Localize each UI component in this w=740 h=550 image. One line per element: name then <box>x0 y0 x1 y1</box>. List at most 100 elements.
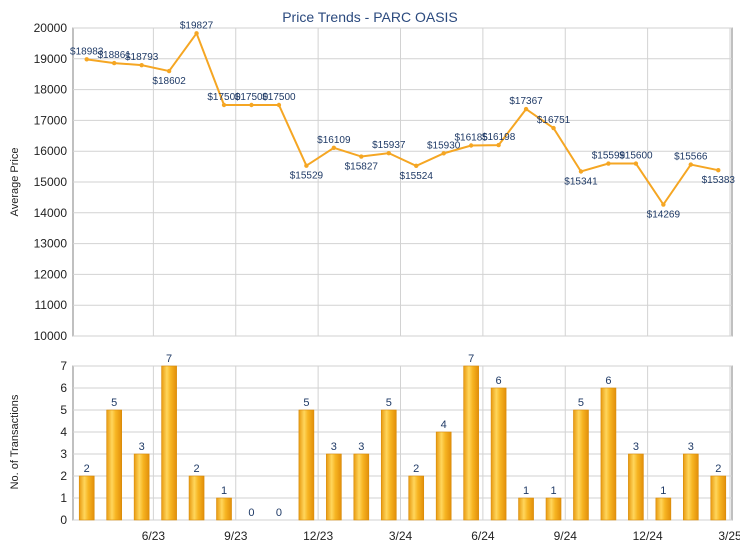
price-line-panel: 10000 11000 12000 13000 14000 15000 16000 17000… <box>34 20 736 343</box>
price-point <box>111 60 117 66</box>
price-point <box>249 102 254 108</box>
price-series-line <box>86 31 719 207</box>
price-point <box>386 150 391 156</box>
transaction-count-label: 4 <box>441 419 447 431</box>
transaction-bar <box>435 431 452 521</box>
transaction-bar <box>78 475 95 521</box>
transaction-bar <box>463 365 479 521</box>
transactions-y-tick-label: 3 <box>60 447 67 461</box>
price-data-label: $16198 <box>482 132 516 143</box>
transaction-count-label: 7 <box>166 353 172 365</box>
price-point <box>221 102 227 108</box>
price-point <box>139 62 144 68</box>
price-point <box>551 125 556 131</box>
transaction-bar <box>655 497 672 521</box>
transaction-bar <box>216 497 232 521</box>
transactions-bar-panel: 0 1 2 3 4 5 6 7 2 5 3 7 2 1 0 0 5 3 3 5 2 4 7 6 1 1 5 6 3 1 3 2 6/23 9/23… <box>60 353 740 543</box>
price-data-label: $15827 <box>345 162 379 173</box>
price-y-tick-label: 12000 <box>34 267 68 281</box>
price-point <box>331 145 337 151</box>
price-data-label: $18602 <box>152 76 186 87</box>
price-data-label: $18861 <box>98 50 132 61</box>
x-tick-label: 3/25 <box>718 529 740 543</box>
price-y-tick-label: 15000 <box>34 175 68 189</box>
transaction-count-label: 0 <box>248 507 254 519</box>
price-point <box>194 31 199 36</box>
price-data-label: $16109 <box>317 135 351 146</box>
chart-title: Price Trends - PARC OASIS <box>282 9 458 25</box>
price-data-label: $18983 <box>70 46 104 57</box>
transaction-bar <box>600 387 617 521</box>
price-data-label: $15600 <box>619 151 653 162</box>
transactions-y-tick-label: 0 <box>60 513 67 527</box>
price-point <box>84 57 89 62</box>
transaction-count-label: 2 <box>84 463 90 475</box>
price-data-label: $15566 <box>674 152 708 163</box>
price-y-tick-label: 11000 <box>35 298 68 312</box>
price-point <box>359 154 364 159</box>
transaction-bar <box>408 475 425 521</box>
transaction-bar <box>380 409 397 521</box>
price-data-label: $19827 <box>180 20 214 31</box>
transaction-count-label: 6 <box>605 375 611 387</box>
transaction-bar <box>353 453 370 521</box>
price-data-label: $17500 <box>207 92 241 103</box>
price-point <box>523 106 529 112</box>
x-tick-label: 6/24 <box>471 529 495 543</box>
price-point <box>468 143 474 148</box>
x-tick-label: 9/24 <box>554 529 578 543</box>
transactions-y-tick-label: 5 <box>60 403 67 417</box>
transactions-y-tick-label: 7 <box>60 359 67 373</box>
transaction-count-label: 2 <box>413 463 419 475</box>
transactions-y-axis-label: No. of Transactions <box>9 394 21 489</box>
transaction-count-label: 5 <box>111 397 117 409</box>
price-point <box>166 68 172 74</box>
price-point <box>276 102 282 108</box>
transaction-count-label: 1 <box>221 485 227 497</box>
price-point <box>606 161 611 166</box>
price-point <box>304 163 309 168</box>
price-data-label: $14269 <box>647 210 681 221</box>
x-tick-label: 12/23 <box>303 529 333 543</box>
price-data-label: $15524 <box>400 171 434 182</box>
price-data-label: $15599 <box>592 151 626 162</box>
transaction-count-label: 2 <box>194 463 200 475</box>
transaction-bar <box>161 365 177 521</box>
transaction-bar <box>573 409 589 521</box>
transaction-bar <box>545 497 562 521</box>
price-data-label: $16185 <box>454 133 488 144</box>
transaction-bar <box>683 453 699 521</box>
price-data-label: $15930 <box>427 140 461 151</box>
transaction-count-label: 0 <box>276 507 282 519</box>
transaction-bar <box>106 409 122 521</box>
transaction-count-label: 3 <box>688 441 694 453</box>
x-tick-label: 3/24 <box>389 529 413 543</box>
price-data-label: $15937 <box>372 140 406 151</box>
transaction-count-label: 3 <box>331 441 337 453</box>
price-data-label: $17500 <box>235 92 269 103</box>
transaction-count-label: 7 <box>468 353 474 365</box>
x-tick-label: 12/24 <box>633 529 663 543</box>
price-y-tick-label: 10000 <box>34 329 68 343</box>
price-y-axis-label: Average Price <box>9 148 21 217</box>
x-tick-label: 6/23 <box>142 529 166 543</box>
price-y-tick-label: 18000 <box>34 83 68 97</box>
transaction-bar <box>490 387 507 521</box>
transaction-bar <box>518 497 534 521</box>
transaction-bar <box>710 475 727 521</box>
price-point <box>688 162 694 167</box>
transaction-count-label: 5 <box>578 397 584 409</box>
price-y-tick-label: 13000 <box>34 237 68 251</box>
price-point <box>633 161 639 166</box>
price-point <box>661 202 666 207</box>
transactions-y-tick-label: 2 <box>60 469 67 483</box>
transactions-y-tick-label: 6 <box>60 381 67 395</box>
transaction-count-label: 2 <box>715 463 721 475</box>
price-point <box>441 151 446 156</box>
transaction-count-label: 1 <box>523 485 529 497</box>
transactions-y-tick-label: 1 <box>60 491 67 505</box>
transaction-count-label: 5 <box>386 397 392 409</box>
transactions-y-tick-label: 4 <box>60 425 67 439</box>
price-y-tick-label: 19000 <box>34 52 68 66</box>
